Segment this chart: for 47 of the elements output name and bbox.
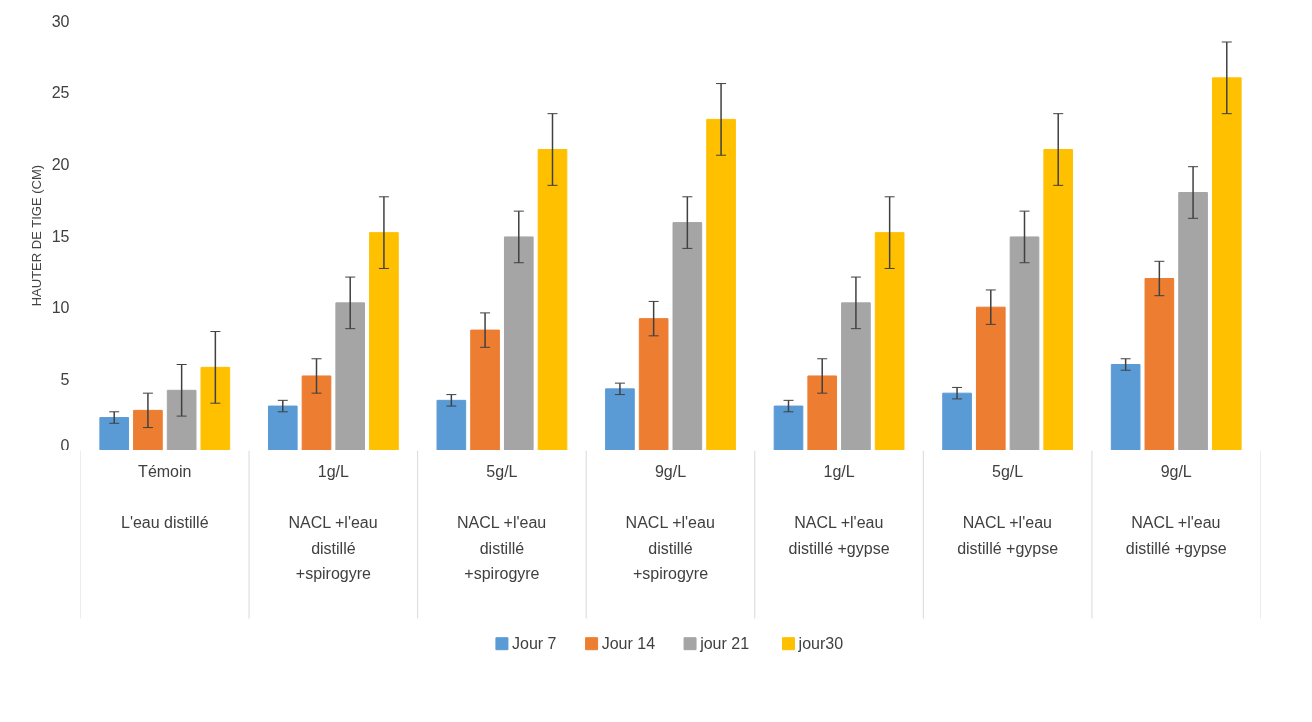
bar <box>166 389 197 450</box>
bar <box>1178 192 1208 450</box>
bar <box>133 409 163 450</box>
bar <box>1009 236 1040 450</box>
y-tick-label: 30 <box>51 12 70 30</box>
category-label: Témoin L'eau distillé <box>121 463 209 532</box>
category-label: 5g/L NACL +l'eau distillé +spirogyre <box>457 463 547 583</box>
bar <box>200 366 231 450</box>
category-label: 5g/L NACL +l'eau distillé +gypse <box>957 463 1059 557</box>
bar <box>942 392 972 450</box>
category-label: 1g/L NACL +l'eau distillé +gypse <box>788 463 890 557</box>
y-tick-label: 25 <box>51 84 70 102</box>
bar <box>369 232 399 450</box>
bar <box>537 149 568 450</box>
bar <box>335 302 366 450</box>
bar <box>99 417 130 450</box>
bar <box>807 375 838 450</box>
legend-label: jour 21 <box>699 635 750 653</box>
y-tick-label: 10 <box>51 299 70 317</box>
category-label: 9g/L NACL +l'eau distillé +spirogyre <box>625 463 715 583</box>
legend-label: jour30 <box>797 635 844 653</box>
bar <box>773 405 804 450</box>
bar <box>638 318 669 450</box>
category-label: 9g/L NACL +l'eau distillé +gypse <box>1125 463 1227 557</box>
legend-label: Jour 7 <box>512 635 557 653</box>
bar <box>267 405 298 450</box>
bar <box>470 329 500 450</box>
bar <box>503 236 534 450</box>
bar <box>841 302 871 450</box>
y-axis-title: HAUTER DE TIGE (CM) <box>28 164 44 307</box>
y-tick-label: 5 <box>60 370 70 388</box>
bar <box>436 399 467 450</box>
bar <box>301 375 332 450</box>
bar <box>874 232 905 450</box>
y-tick-label: 20 <box>51 155 70 173</box>
bar <box>975 306 1006 450</box>
y-tick-label: 0 <box>60 436 70 454</box>
bar <box>1043 149 1074 450</box>
bar <box>605 388 635 450</box>
category-label: 1g/L NACL +l'eau distillé +spirogyre <box>288 463 378 583</box>
bar <box>1144 278 1175 450</box>
bar <box>706 118 736 450</box>
y-tick-label: 15 <box>51 227 70 245</box>
bar <box>1211 77 1242 450</box>
legend-label: Jour 14 <box>601 635 656 653</box>
bar <box>672 222 703 450</box>
bar <box>1110 364 1141 450</box>
